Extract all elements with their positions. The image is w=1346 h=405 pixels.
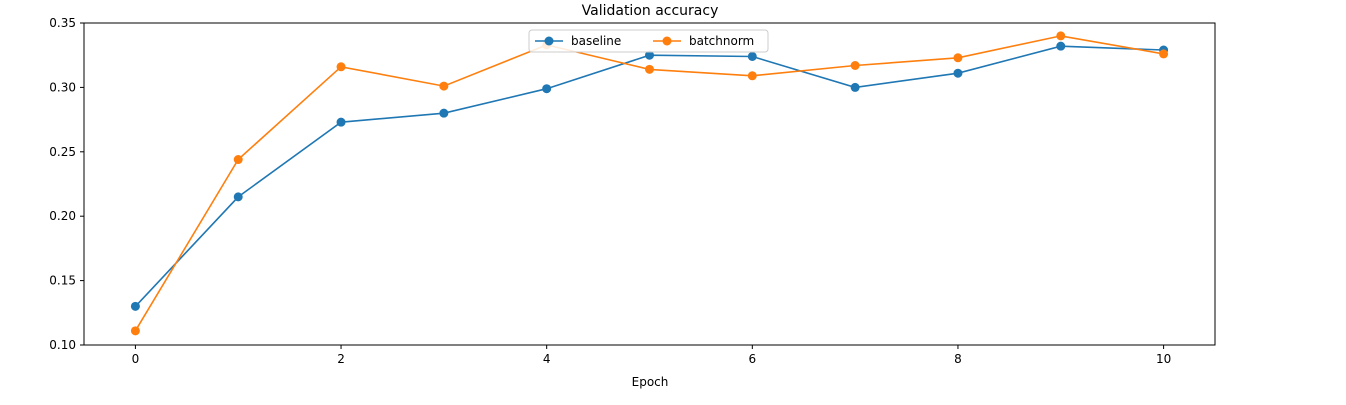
series-line-baseline bbox=[134, 45, 1164, 307]
data-point-batchnorm bbox=[850, 61, 860, 71]
chart-title: Validation accuracy bbox=[582, 3, 719, 19]
series-line-batchnorm bbox=[134, 35, 1164, 332]
data-point-batchnorm bbox=[439, 81, 449, 91]
x-tick-label: 2 bbox=[337, 352, 345, 366]
y-tick-label: 0.30 bbox=[49, 80, 76, 94]
data-point-baseline bbox=[233, 192, 243, 202]
legend-label-baseline: baseline bbox=[571, 34, 621, 48]
data-point-batchnorm bbox=[130, 326, 140, 336]
data-point-batchnorm bbox=[747, 71, 757, 81]
legend-marker-baseline bbox=[544, 36, 554, 46]
y-tick-label: 0.35 bbox=[49, 16, 76, 30]
x-tick-label: 10 bbox=[1156, 352, 1171, 366]
series bbox=[130, 31, 1169, 336]
y-tick-label: 0.10 bbox=[49, 338, 76, 352]
x-tick-label: 0 bbox=[132, 352, 140, 366]
data-point-baseline bbox=[953, 68, 963, 78]
ticks: 0 2 4 6 8 10 0.10 0.15 0.20 0.25 0.30 0.35 bbox=[49, 16, 1171, 366]
data-point-baseline bbox=[747, 51, 757, 61]
legend: baseline batchnorm bbox=[528, 29, 769, 53]
legend-label-batchnorm: batchnorm bbox=[689, 34, 754, 48]
x-tick-label: 4 bbox=[543, 352, 551, 366]
data-point-baseline bbox=[542, 84, 552, 94]
legend-marker-batchnorm bbox=[662, 36, 672, 46]
axes bbox=[83, 22, 1216, 346]
y-tick-label: 0.25 bbox=[49, 145, 76, 159]
data-point-baseline bbox=[130, 301, 140, 311]
data-point-baseline bbox=[439, 108, 449, 118]
data-point-baseline bbox=[645, 50, 654, 60]
data-point-batchnorm bbox=[233, 155, 243, 165]
data-point-batchnorm bbox=[1056, 31, 1066, 41]
data-point-baseline bbox=[336, 117, 346, 127]
x-tick-label: 8 bbox=[954, 352, 962, 366]
data-point-baseline bbox=[850, 82, 860, 92]
y-tick-label: 0.15 bbox=[49, 274, 76, 288]
data-point-batchnorm bbox=[953, 53, 963, 63]
data-point-batchnorm bbox=[336, 62, 346, 72]
y-tick-label: 0.20 bbox=[49, 209, 76, 223]
data-point-batchnorm bbox=[645, 64, 654, 74]
data-point-baseline bbox=[1056, 41, 1066, 51]
x-tick-label: 6 bbox=[748, 352, 756, 366]
x-axis-label: Epoch bbox=[632, 375, 669, 389]
plot-frame bbox=[83, 22, 1216, 346]
legend-box bbox=[528, 29, 769, 53]
data-point-batchnorm bbox=[1159, 49, 1169, 59]
